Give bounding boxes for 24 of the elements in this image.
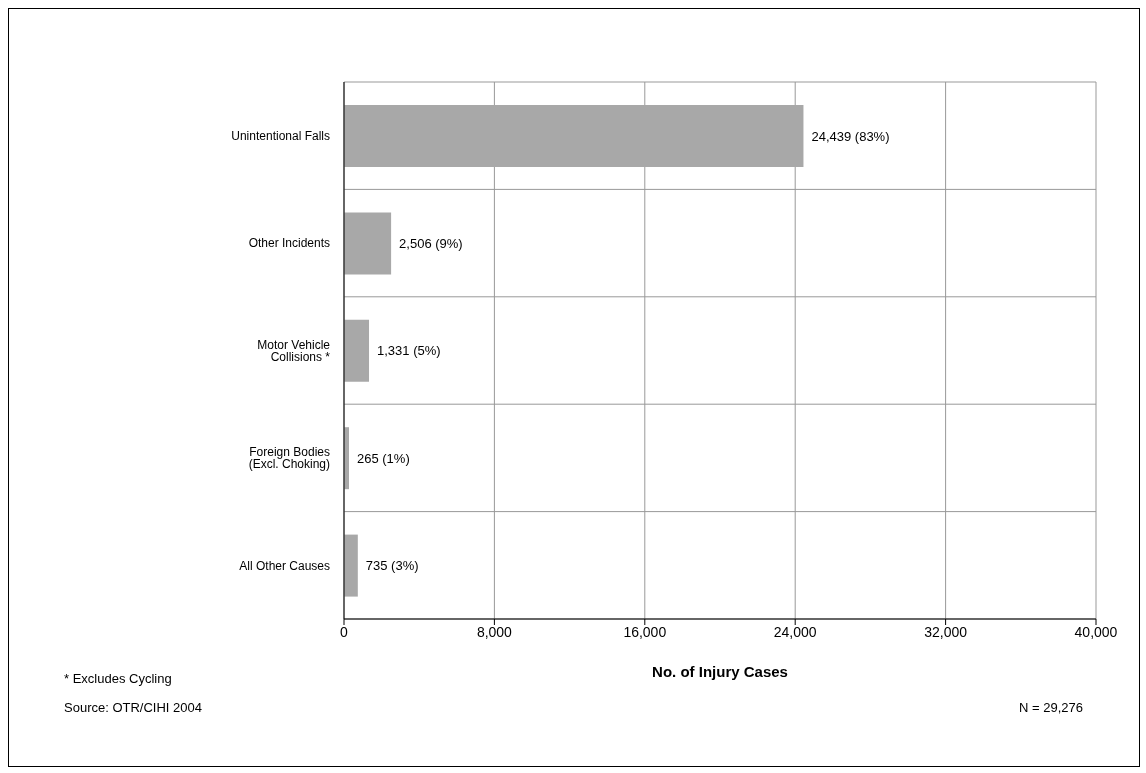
y-tick-label: Motor Vehicle Collisions * [257,337,331,364]
bar [344,319,370,382]
x-tick-label: 32,000 [924,623,968,640]
data-label: 1,331 (5%) [377,343,441,359]
text: * Excludes Cycling [64,671,172,686]
data-label: 265 (1%) [356,450,410,466]
y-tick-label: Other Incidents [248,236,330,251]
bar [344,534,358,597]
text: N = 29,276 [1019,700,1083,715]
x-tick-label: 8,000 [476,623,513,640]
x-axis-title: No. of Injury Cases [652,663,788,680]
y-tick-label: Unintentional Falls [231,128,330,143]
y-tick-label: Foreign Bodies (Excl. Choking) [248,445,330,472]
data-label: 735 (3%) [365,558,419,574]
x-tick-label: 16,000 [623,623,667,640]
x-tick-label: 24,000 [773,623,817,640]
y-tick-label: All Other Causes [239,558,330,573]
x-tick-label: 0 [340,623,349,640]
x-tick-label: 40,000 [1074,623,1118,640]
bar [344,212,392,275]
data-label: 2,506 (9%) [399,235,463,251]
bar [344,105,804,167]
source-note: Source: OTR/CIHI 2004 [64,700,202,715]
data-label: 24,439 (83%) [811,128,890,144]
